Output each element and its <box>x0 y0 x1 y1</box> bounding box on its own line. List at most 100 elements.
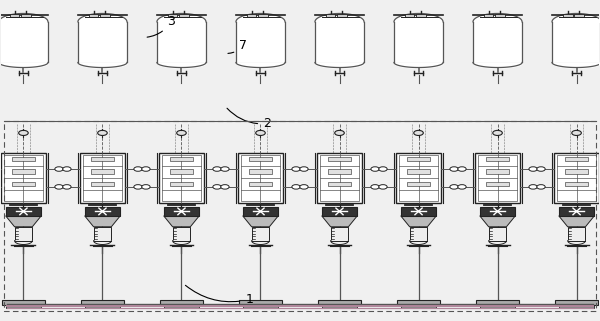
Circle shape <box>458 185 466 189</box>
Polygon shape <box>164 216 199 227</box>
Bar <box>238 153 283 203</box>
Bar <box>243 207 278 216</box>
Circle shape <box>493 130 502 135</box>
Text: 3: 3 <box>147 15 175 37</box>
Bar <box>21 14 31 17</box>
Bar <box>12 182 35 186</box>
Bar <box>91 182 114 186</box>
Polygon shape <box>401 216 436 227</box>
Circle shape <box>256 130 265 135</box>
Circle shape <box>292 167 300 171</box>
Circle shape <box>213 185 221 189</box>
Bar <box>478 154 517 201</box>
Bar <box>317 153 362 203</box>
Circle shape <box>572 130 581 135</box>
Circle shape <box>221 185 229 189</box>
Bar <box>85 305 120 308</box>
Circle shape <box>63 185 71 189</box>
Bar <box>395 153 442 203</box>
Polygon shape <box>322 216 357 227</box>
Bar <box>574 14 584 17</box>
Circle shape <box>537 185 545 189</box>
Bar <box>328 157 351 161</box>
Bar <box>328 182 351 186</box>
Polygon shape <box>236 22 285 63</box>
Bar <box>328 169 351 174</box>
Bar <box>10 14 19 17</box>
Bar <box>94 227 112 241</box>
Bar <box>555 299 598 305</box>
Bar <box>486 157 509 161</box>
Circle shape <box>450 167 458 171</box>
Circle shape <box>55 185 63 189</box>
Bar <box>475 153 520 203</box>
Circle shape <box>529 167 537 171</box>
Bar <box>331 227 349 241</box>
Bar <box>173 227 190 241</box>
Bar <box>91 157 114 161</box>
Bar <box>559 305 594 308</box>
Bar <box>416 14 426 17</box>
Bar <box>4 121 596 311</box>
Bar <box>243 305 278 308</box>
Polygon shape <box>394 22 443 63</box>
Bar <box>249 182 272 186</box>
Circle shape <box>371 185 379 189</box>
Bar <box>85 207 120 216</box>
Text: 2: 2 <box>227 108 271 130</box>
Polygon shape <box>5 216 41 227</box>
Bar <box>247 14 256 17</box>
Bar <box>410 227 427 241</box>
Bar <box>480 207 515 216</box>
Bar <box>318 299 361 305</box>
Bar <box>557 154 596 201</box>
Circle shape <box>55 167 63 171</box>
Circle shape <box>379 185 387 189</box>
Text: 1: 1 <box>185 285 253 306</box>
Bar <box>405 14 415 17</box>
Circle shape <box>335 130 344 135</box>
Bar <box>407 157 430 161</box>
Bar <box>164 305 199 308</box>
Polygon shape <box>157 22 206 63</box>
Bar <box>563 14 572 17</box>
Bar <box>81 299 124 305</box>
Bar <box>158 153 205 203</box>
Bar <box>160 299 203 305</box>
Polygon shape <box>78 22 127 63</box>
Bar <box>80 153 125 203</box>
Bar <box>14 227 32 241</box>
Bar <box>568 227 586 241</box>
Bar <box>170 157 193 161</box>
Bar <box>486 182 509 186</box>
Circle shape <box>213 167 221 171</box>
Circle shape <box>142 185 150 189</box>
Circle shape <box>292 185 300 189</box>
Circle shape <box>142 167 150 171</box>
Bar <box>162 154 201 201</box>
Bar <box>239 299 282 305</box>
Bar <box>484 14 493 17</box>
Bar <box>480 305 515 308</box>
Bar <box>170 182 193 186</box>
Bar <box>559 207 595 216</box>
Circle shape <box>379 167 387 171</box>
Circle shape <box>134 185 142 189</box>
Bar <box>91 169 114 174</box>
Bar <box>5 207 41 216</box>
Bar <box>565 157 588 161</box>
Bar <box>322 305 357 308</box>
Circle shape <box>134 167 142 171</box>
Circle shape <box>19 130 28 135</box>
Bar <box>241 154 280 201</box>
Bar <box>399 154 438 201</box>
Polygon shape <box>473 22 522 63</box>
Circle shape <box>300 167 308 171</box>
Circle shape <box>98 130 107 135</box>
Bar <box>401 305 436 308</box>
Bar <box>337 14 347 17</box>
Bar <box>554 153 599 203</box>
Bar <box>486 169 509 174</box>
Bar <box>6 305 41 308</box>
Bar <box>4 154 43 201</box>
